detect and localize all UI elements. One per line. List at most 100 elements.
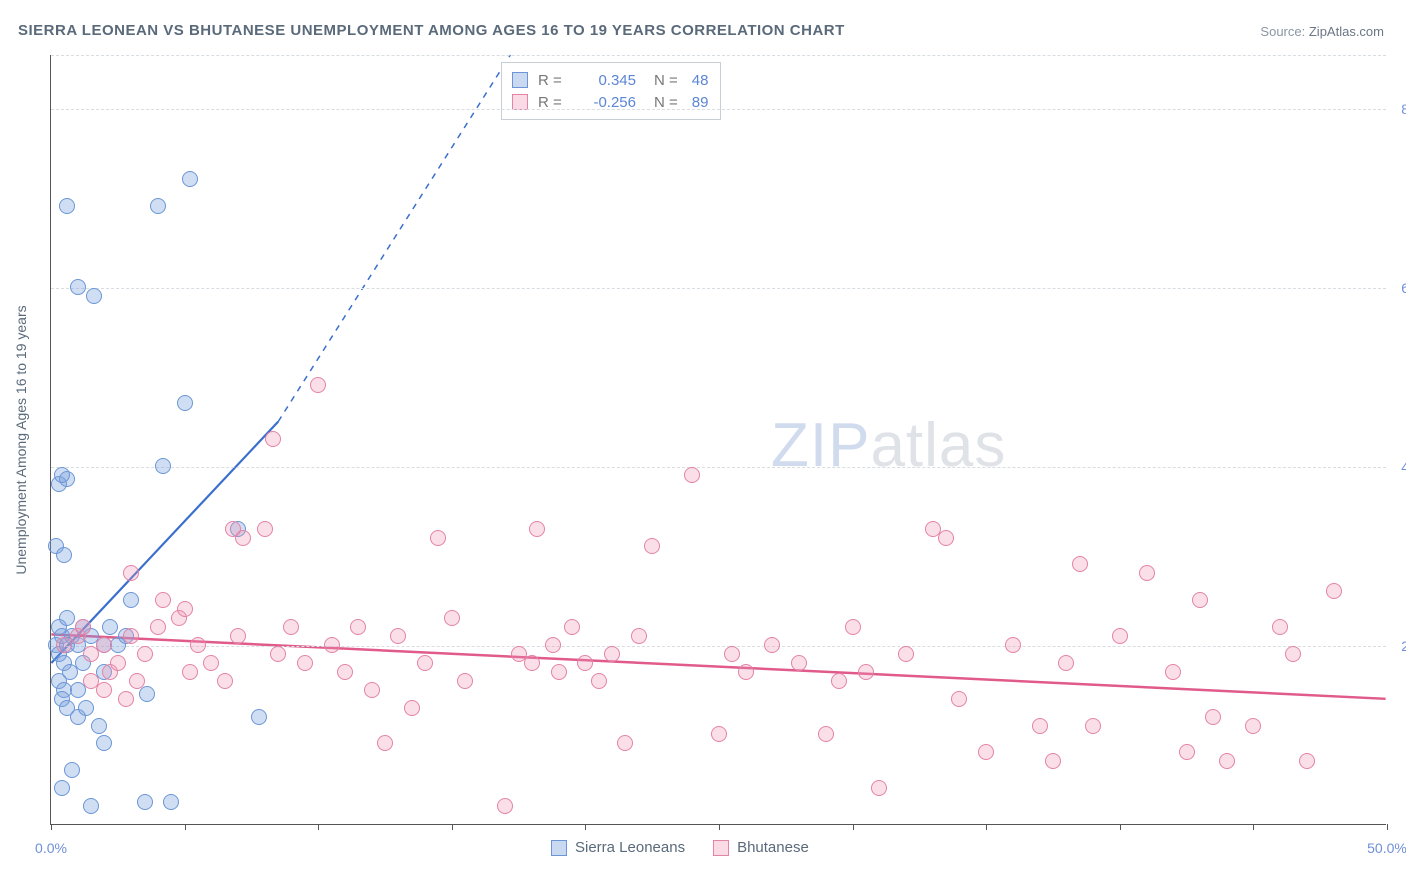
data-point	[684, 467, 700, 483]
data-point	[182, 664, 198, 680]
data-point	[1299, 753, 1315, 769]
series-legend: Sierra Leoneans Bhutanese	[551, 839, 809, 856]
data-point	[203, 655, 219, 671]
data-point	[1032, 718, 1048, 734]
data-point	[155, 458, 171, 474]
data-point	[724, 646, 740, 662]
data-point	[337, 664, 353, 680]
data-point	[529, 521, 545, 537]
data-point	[56, 547, 72, 563]
x-tick	[1253, 824, 1254, 830]
data-point	[110, 655, 126, 671]
data-point	[390, 628, 406, 644]
r-value: 0.345	[576, 72, 636, 89]
data-point	[791, 655, 807, 671]
data-point	[257, 521, 273, 537]
data-point	[818, 726, 834, 742]
data-point	[577, 655, 593, 671]
data-point	[1326, 583, 1342, 599]
gridline	[51, 288, 1386, 289]
data-point	[364, 682, 380, 698]
data-point	[102, 619, 118, 635]
legend-item: Bhutanese	[713, 839, 809, 856]
data-point	[377, 735, 393, 751]
data-point	[123, 565, 139, 581]
data-point	[1285, 646, 1301, 662]
data-point	[1085, 718, 1101, 734]
data-point	[86, 288, 102, 304]
y-tick-label: 80.0%	[1401, 101, 1406, 117]
data-point	[163, 794, 179, 810]
data-point	[898, 646, 914, 662]
data-point	[177, 395, 193, 411]
data-point	[444, 610, 460, 626]
data-point	[764, 637, 780, 653]
data-point	[1139, 565, 1155, 581]
stats-row: R =0.345N =48	[512, 69, 708, 91]
data-point	[845, 619, 861, 635]
r-label: R =	[538, 72, 566, 89]
trend-lines-layer	[51, 55, 1386, 824]
data-point	[96, 735, 112, 751]
legend-swatch	[713, 840, 729, 856]
data-point	[123, 628, 139, 644]
data-point	[270, 646, 286, 662]
legend-swatch	[512, 72, 528, 88]
legend-swatch	[551, 840, 567, 856]
data-point	[871, 780, 887, 796]
data-point	[150, 198, 166, 214]
data-point	[310, 377, 326, 393]
x-tick	[452, 824, 453, 830]
data-point	[1272, 619, 1288, 635]
source-link[interactable]: ZipAtlas.com	[1309, 24, 1384, 39]
data-point	[139, 686, 155, 702]
data-point	[182, 171, 198, 187]
data-point	[54, 780, 70, 796]
data-point	[1219, 753, 1235, 769]
data-point	[96, 682, 112, 698]
y-axis-title: Unemployment Among Ages 16 to 19 years	[13, 305, 29, 574]
x-tick	[853, 824, 854, 830]
data-point	[150, 619, 166, 635]
data-point	[938, 530, 954, 546]
x-tick	[318, 824, 319, 830]
data-point	[251, 709, 267, 725]
data-point	[524, 655, 540, 671]
data-point	[604, 646, 620, 662]
x-tick	[585, 824, 586, 830]
data-point	[951, 691, 967, 707]
data-point	[324, 637, 340, 653]
data-point	[457, 673, 473, 689]
watermark-atlas: atlas	[870, 411, 1006, 480]
data-point	[78, 700, 94, 716]
data-point	[59, 610, 75, 626]
data-point	[417, 655, 433, 671]
data-point	[551, 664, 567, 680]
data-point	[129, 673, 145, 689]
legend-label: Sierra Leoneans	[575, 839, 685, 856]
y-tick-label: 40.0%	[1401, 459, 1406, 475]
data-point	[858, 664, 874, 680]
x-tick-label: 50.0%	[1367, 840, 1406, 856]
x-tick	[51, 824, 52, 830]
gridline	[51, 55, 1386, 56]
data-point	[137, 646, 153, 662]
watermark-zip: ZIP	[771, 411, 870, 480]
data-point	[711, 726, 727, 742]
data-point	[75, 619, 91, 635]
data-point	[591, 673, 607, 689]
n-value: 48	[692, 72, 709, 89]
data-point	[225, 521, 241, 537]
data-point	[64, 762, 80, 778]
data-point	[83, 798, 99, 814]
data-point	[617, 735, 633, 751]
legend-swatch	[512, 94, 528, 110]
gridline	[51, 109, 1386, 110]
data-point	[190, 637, 206, 653]
x-tick	[1120, 824, 1121, 830]
data-point	[155, 592, 171, 608]
data-point	[545, 637, 561, 653]
data-point	[350, 619, 366, 635]
y-tick-label: 20.0%	[1401, 638, 1406, 654]
data-point	[59, 198, 75, 214]
